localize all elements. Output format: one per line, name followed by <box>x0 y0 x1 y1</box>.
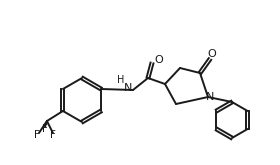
Text: F: F <box>50 130 56 140</box>
Text: N: N <box>124 83 132 93</box>
Text: H: H <box>117 75 125 85</box>
Text: F: F <box>34 130 40 140</box>
Text: N: N <box>206 92 214 102</box>
Text: O: O <box>155 55 163 65</box>
Text: F: F <box>42 124 48 134</box>
Text: O: O <box>208 49 216 59</box>
